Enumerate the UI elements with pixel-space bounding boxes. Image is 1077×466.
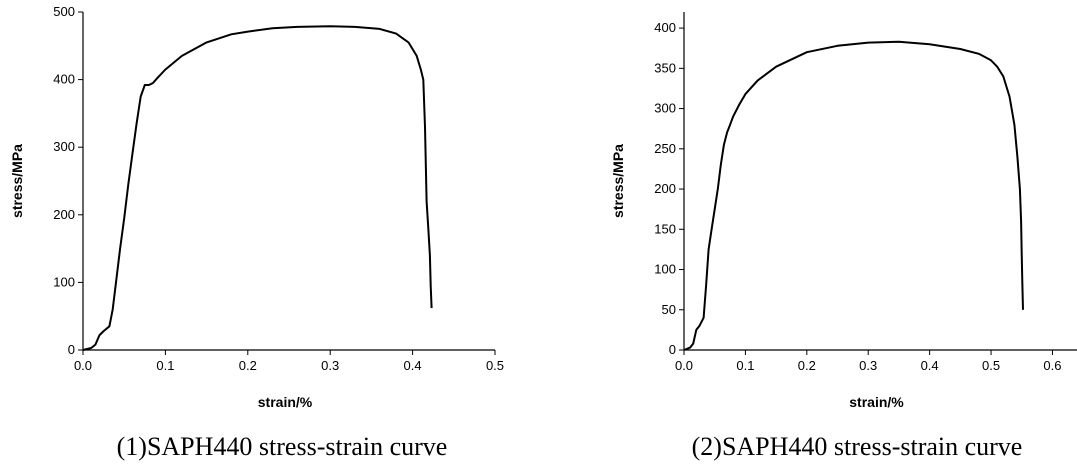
y-tick-label: 100 [654, 262, 676, 277]
y-tick-label: 400 [53, 72, 75, 87]
chart-panel-2: 0 50 100 150 200 250 300 350 400 0.0 0.1 0.2 0.3 0.4 0… [610, 12, 1077, 461]
x-tick-label: 0.0 [74, 358, 92, 373]
y-axis-label: stress/MPa [610, 144, 626, 218]
x-tick-label: 0.4 [404, 358, 422, 373]
y-axis-label: stress/MPa [9, 144, 25, 218]
y-tick-label: 350 [654, 60, 676, 75]
x-tick-label: 0.5 [486, 358, 504, 373]
x-axis-label: strain/% [849, 394, 904, 410]
x-axis-label: strain/% [258, 394, 313, 410]
y-tick-label: 300 [654, 101, 676, 116]
stress-strain-curve [82, 25, 433, 351]
y-tick-label: 150 [654, 221, 676, 236]
y-tick-label: 400 [654, 20, 676, 35]
x-tick-label: 0.6 [1043, 358, 1061, 373]
y-tick-label: 300 [53, 139, 75, 154]
x-tick-label: 0.5 [982, 358, 1000, 373]
chart-caption: (2)SAPH440 stress-strain curve [692, 432, 1023, 461]
x-tick-label: 0.1 [736, 358, 754, 373]
stress-strain-curve [683, 40, 1024, 351]
chart-caption: (1)SAPH440 stress-strain curve [117, 432, 448, 461]
y-tick-label: 100 [53, 274, 75, 289]
y-tick-label: 200 [654, 181, 676, 196]
x-tick-label: 0.3 [859, 358, 877, 373]
y-tick-label: 0 [68, 342, 75, 357]
x-tick-label: 0.2 [239, 358, 257, 373]
x-tick-label: 0.1 [156, 358, 174, 373]
y-tick-label: 500 [53, 4, 75, 19]
x-tick-label: 0.0 [675, 358, 693, 373]
chart-panel-1: 0 100 200 300 400 500 0.0 0.1 0.2 0.3 0.4 0.5 strain… [9, 4, 504, 461]
y-tick-label: 250 [654, 141, 676, 156]
x-tick-label: 0.4 [921, 358, 939, 373]
y-tick-label: 50 [662, 302, 676, 317]
x-tick-label: 0.2 [798, 358, 816, 373]
y-tick-label: 0 [669, 342, 676, 357]
y-tick-label: 200 [53, 207, 75, 222]
x-tick-label: 0.3 [321, 358, 339, 373]
